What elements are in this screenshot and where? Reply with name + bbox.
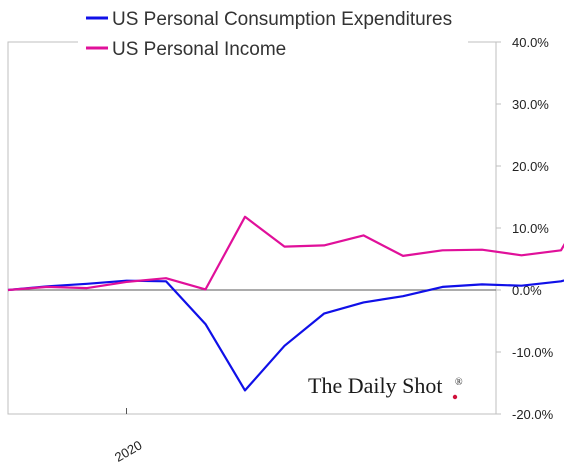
legend-background [78,0,468,64]
series-line-1 [7,215,564,292]
y-tick-label: 40.0% [512,35,549,50]
series-group [7,215,564,392]
y-tick-label: 20.0% [512,159,549,174]
y-tick-label: -10.0% [512,345,554,360]
y-tick-label: 30.0% [512,97,549,112]
watermark-text: The Daily Shot [308,373,442,398]
y-tick-label: 0.0% [512,283,542,298]
y-axis: -20.0% -10.0% 0.0% 10.0% 20.0% 30.0% 40.0% [496,35,554,422]
legend-label-income: US Personal Income [112,39,286,60]
series-line-0 [7,279,564,392]
legend-label-pce: US Personal Consumption Expenditures [112,9,452,30]
y-tick-label: -20.0% [512,407,554,422]
y-tick-label: 10.0% [512,221,549,236]
plot-frame [7,41,497,415]
watermark-dot [452,394,458,400]
watermark-registered-mark: ® [455,377,463,388]
x-axis: 2020202120222023 [112,408,145,465]
watermark: The Daily Shot ® [308,373,463,400]
x-tick-label: 2020 [112,437,145,464]
